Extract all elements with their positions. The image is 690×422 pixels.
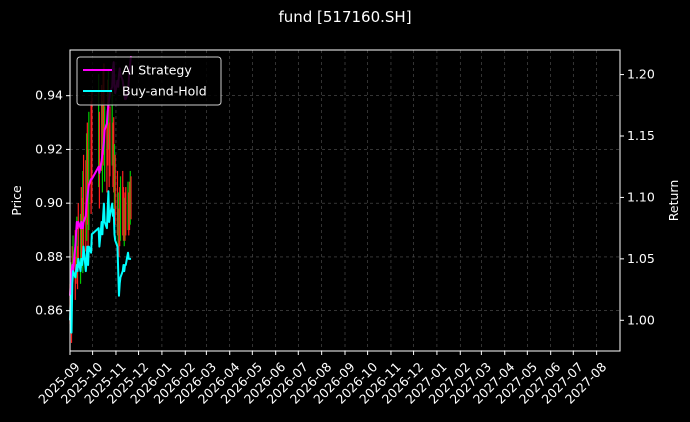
y-tick-label-left: 0.92 bbox=[35, 141, 63, 156]
x-axis: 2025-092025-102025-112025-122026-012026-… bbox=[35, 351, 609, 407]
legend: AI Strategy Buy-and-Hold bbox=[76, 56, 222, 106]
left-axis: 0.86 0.88 0.90 0.92 0.94 bbox=[35, 88, 70, 318]
y-axis-label-right: Return bbox=[666, 180, 681, 221]
y-tick-label-right: 1.10 bbox=[627, 189, 655, 204]
y-tick-label-left: 0.94 bbox=[35, 88, 63, 103]
legend-label: AI Strategy bbox=[122, 63, 192, 78]
y-tick-label-right: 1.15 bbox=[627, 128, 655, 143]
right-axis: 1.00 1.05 1.10 1.15 1.20 bbox=[620, 67, 655, 327]
legend-label: Buy-and-Hold bbox=[122, 84, 207, 99]
y-axis-label-left: Price bbox=[9, 185, 24, 216]
y-tick-label-right: 1.05 bbox=[627, 251, 655, 266]
y-tick-label-left: 0.90 bbox=[35, 195, 63, 210]
series-line-buy-and-hold bbox=[69, 190, 132, 334]
y-tick-label-left: 0.88 bbox=[35, 249, 63, 264]
chart-title: fund [517160.SH] bbox=[278, 8, 412, 26]
y-tick-label-left: 0.86 bbox=[35, 303, 63, 318]
legend-box bbox=[76, 56, 222, 106]
y-tick-label-right: 1.20 bbox=[627, 67, 655, 82]
y-tick-label-right: 1.00 bbox=[627, 312, 655, 327]
